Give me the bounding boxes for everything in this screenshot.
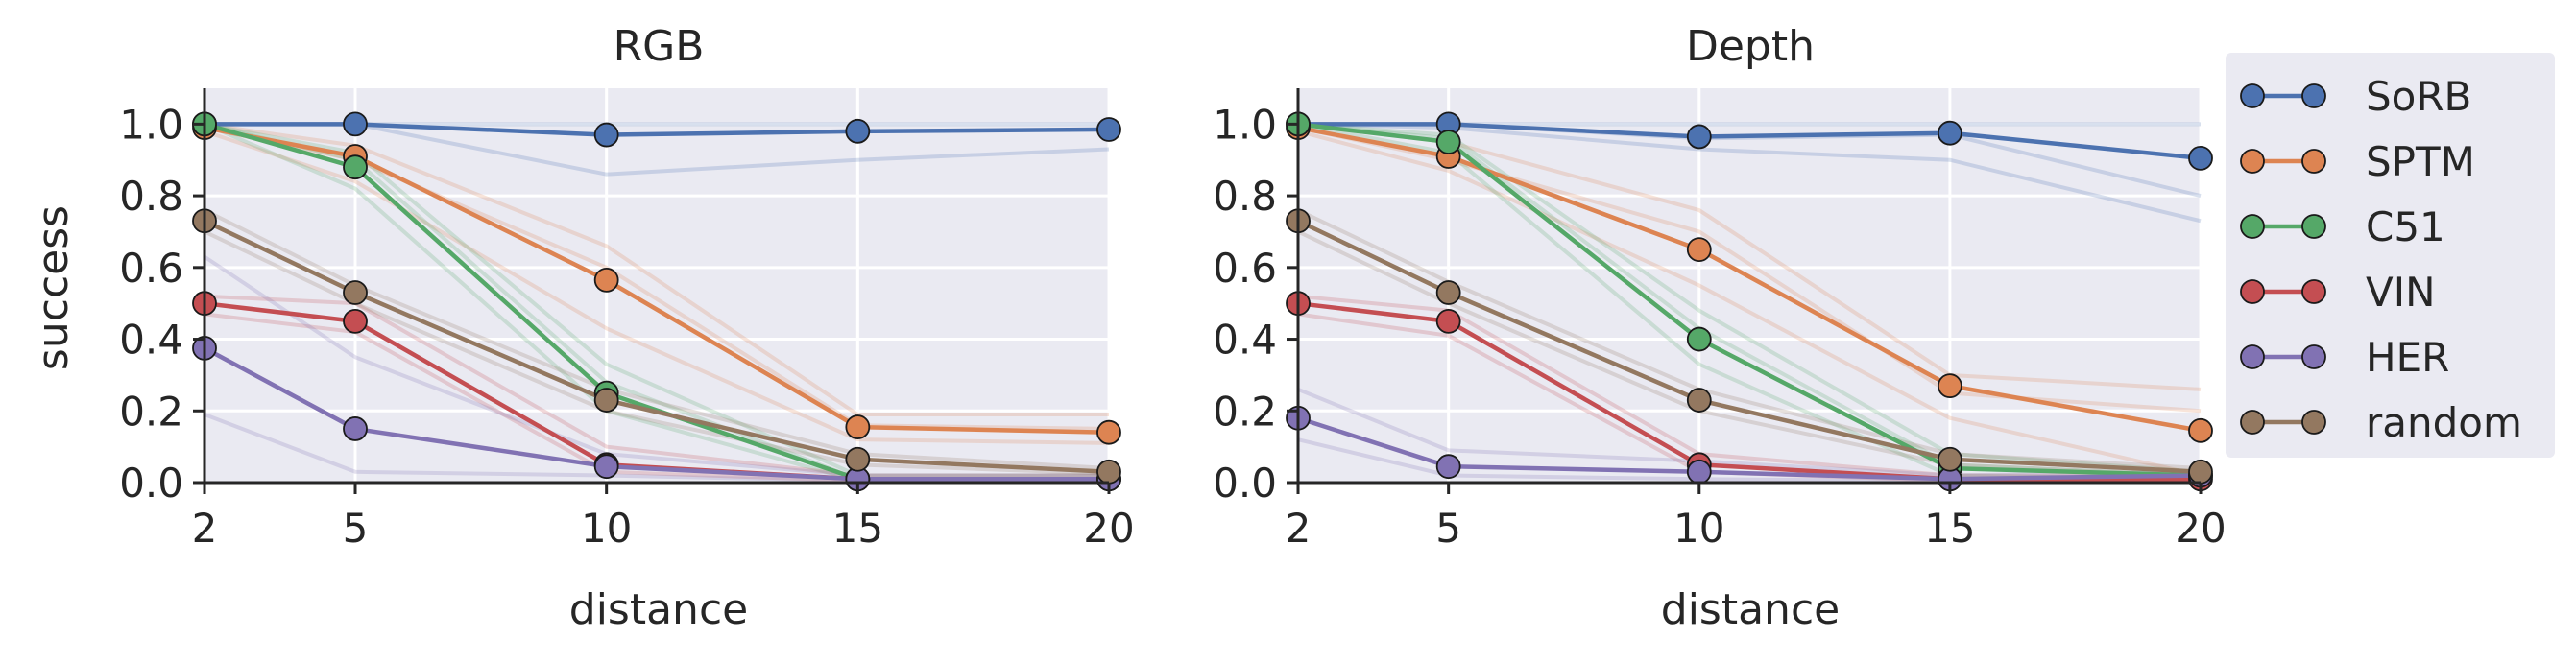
- rgb-point-random: [343, 280, 368, 305]
- legend-marker-random: [2240, 410, 2265, 435]
- depth-plot-area: 2 5 10 15 20 0.0 0.2 0.4 0.6 0.8 1.0: [1213, 88, 2227, 552]
- depth-run-line-c51: [1297, 122, 2202, 474]
- rgb-x-tick-label: 5: [343, 505, 369, 552]
- legend-label-random: random: [2366, 399, 2522, 446]
- rgb-panel: RGB 2 5 10 15 200.00.20.40.60.81.0 distance …: [29, 22, 1135, 634]
- depth-point-vin: [1435, 308, 1461, 334]
- depth-y-tick-label: 0.6: [1213, 245, 1277, 292]
- rgb-point-vin: [343, 308, 368, 334]
- depth-point-sorb: [1937, 120, 1962, 146]
- depth-x-axis-label: distance: [1661, 585, 1840, 634]
- legend-label-her: HER: [2366, 334, 2449, 381]
- legend-label-c51: C51: [2366, 203, 2445, 250]
- rgb-point-sorb: [343, 111, 368, 137]
- rgb-point-sptm: [593, 267, 619, 293]
- rgb-y-axis-label: success: [29, 205, 78, 370]
- legend-marker-c51: [2301, 214, 2326, 239]
- depth-point-random: [1686, 388, 1712, 413]
- depth-point-c51: [1686, 326, 1712, 352]
- legend-marker-sptm: [2240, 149, 2265, 174]
- legend-marker-sorb: [2240, 83, 2265, 108]
- rgb-run-line-sptm: [204, 129, 1110, 445]
- rgb-run-line-sptm: [204, 126, 1110, 431]
- rgb-point-sorb: [593, 122, 619, 148]
- depth-x-tick-label: 15: [1924, 505, 1975, 552]
- rgb-x-axis-label: distance: [569, 585, 748, 634]
- rgb-point-random: [593, 388, 619, 413]
- rgb-y-tick-label: 0.6: [119, 245, 183, 292]
- rgb-point-random: [845, 446, 871, 472]
- rgb-point-her: [343, 416, 368, 441]
- rgb-y-tick-label: 0.8: [119, 173, 183, 220]
- rgb-point-c51: [343, 154, 368, 180]
- rgb-point-random: [1096, 459, 1121, 485]
- depth-x-tick-label: 10: [1673, 505, 1724, 552]
- depth-y-tick-label: 1.0: [1213, 101, 1277, 148]
- depth-panel: Depth 2 5 10 15 20 0.0 0.2 0.4 0.6 0.8 1.0 distanc…: [1213, 22, 2227, 634]
- rgb-y-tick-label: 0.0: [119, 460, 183, 507]
- rgb-x-tick-label: 10: [581, 505, 632, 552]
- legend: SoRB SPTM C51 VIN HER random: [2226, 53, 2555, 458]
- legend-marker-vin: [2240, 279, 2265, 304]
- depth-point-random: [2188, 459, 2213, 485]
- legend-marker-her: [2301, 344, 2326, 369]
- rgb-run-line-vin: [204, 294, 1109, 478]
- depth-x-tick-label: 5: [1435, 505, 1461, 552]
- depth-x-tick-label: 2: [1286, 505, 1312, 552]
- depth-point-sorb: [2188, 145, 2213, 171]
- depth-point-sptm: [1686, 237, 1712, 263]
- legend-label-sptm: SPTM: [2366, 138, 2475, 185]
- legend-label-vin: VIN: [2366, 269, 2436, 316]
- rgb-y-tick-label: 0.4: [119, 317, 183, 364]
- rgb-x-tick-label: 20: [1083, 505, 1134, 552]
- depth-run-line-sorb: [1297, 122, 2202, 224]
- depth-run-line-sptm: [1297, 129, 2202, 478]
- rgb-plot-area: 2 5 10 15 20 0.0 0.2 0.4 0.6 0.8 1.0: [119, 88, 1135, 552]
- depth-x-tick-label: 20: [2175, 505, 2226, 552]
- depth-y-tick-label: 0.4: [1213, 317, 1277, 364]
- legend-marker-c51: [2240, 214, 2265, 239]
- legend-marker-sptm: [2301, 149, 2326, 174]
- rgb-run-line-sptm: [204, 122, 1109, 417]
- rgb-point-sptm: [1096, 419, 1121, 445]
- rgb-point-sptm: [845, 414, 871, 439]
- rgb-panel-title: RGB: [614, 22, 705, 71]
- depth-point-sptm: [1937, 373, 1962, 399]
- depth-y-tick-label: 0.0: [1213, 460, 1277, 507]
- depth-y-tick-label: 0.2: [1213, 388, 1277, 435]
- rgb-point-sorb: [1096, 117, 1121, 142]
- legend-marker-sorb: [2301, 83, 2326, 108]
- depth-point-c51: [1435, 130, 1461, 154]
- depth-y-tick-label: 0.8: [1213, 173, 1277, 220]
- depth-panel-title: Depth: [1686, 22, 1815, 71]
- rgb-point-sorb: [845, 118, 871, 144]
- depth-point-her: [1686, 459, 1712, 485]
- rgb-point-her: [593, 454, 619, 480]
- depth-point-random: [1435, 280, 1461, 305]
- rgb-run-line-c51: [204, 122, 1109, 478]
- legend-marker-her: [2240, 344, 2265, 369]
- rgb-x-tick-label: 15: [832, 505, 883, 552]
- legend-marker-random: [2301, 410, 2326, 435]
- depth-point-random: [1937, 446, 1962, 472]
- legend-label-sorb: SoRB: [2366, 73, 2471, 120]
- rgb-x-tick-label: 2: [192, 505, 218, 552]
- rgb-y-tick-label: 0.2: [119, 388, 183, 435]
- legend-marker-vin: [2301, 279, 2326, 304]
- depth-point-sptm: [2188, 417, 2213, 443]
- depth-point-her: [1435, 454, 1461, 480]
- depth-point-sorb: [1686, 124, 1712, 150]
- rgb-y-tick-label: 1.0: [119, 101, 183, 148]
